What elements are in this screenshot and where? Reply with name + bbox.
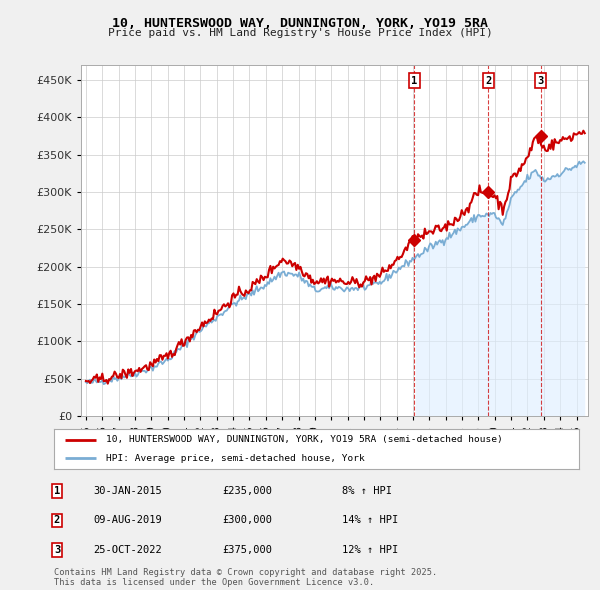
Text: 14% ↑ HPI: 14% ↑ HPI [342, 516, 398, 525]
Text: 10, HUNTERSWOOD WAY, DUNNINGTON, YORK, YO19 5RA: 10, HUNTERSWOOD WAY, DUNNINGTON, YORK, Y… [112, 17, 488, 30]
Text: Price paid vs. HM Land Registry's House Price Index (HPI): Price paid vs. HM Land Registry's House … [107, 28, 493, 38]
Text: 3: 3 [538, 76, 544, 86]
Text: £300,000: £300,000 [222, 516, 272, 525]
Text: £235,000: £235,000 [222, 486, 272, 496]
Text: 25-OCT-2022: 25-OCT-2022 [93, 545, 162, 555]
Text: 1: 1 [411, 76, 418, 86]
Text: 8% ↑ HPI: 8% ↑ HPI [342, 486, 392, 496]
Text: 1: 1 [54, 486, 60, 496]
Text: 12% ↑ HPI: 12% ↑ HPI [342, 545, 398, 555]
Text: £375,000: £375,000 [222, 545, 272, 555]
Text: 09-AUG-2019: 09-AUG-2019 [93, 516, 162, 525]
Text: 2: 2 [485, 76, 491, 86]
Text: Contains HM Land Registry data © Crown copyright and database right 2025.
This d: Contains HM Land Registry data © Crown c… [54, 568, 437, 587]
Text: 3: 3 [54, 545, 60, 555]
Text: 10, HUNTERSWOOD WAY, DUNNINGTON, YORK, YO19 5RA (semi-detached house): 10, HUNTERSWOOD WAY, DUNNINGTON, YORK, Y… [107, 435, 503, 444]
Text: 30-JAN-2015: 30-JAN-2015 [93, 486, 162, 496]
Text: 2: 2 [54, 516, 60, 525]
Text: HPI: Average price, semi-detached house, York: HPI: Average price, semi-detached house,… [107, 454, 365, 463]
